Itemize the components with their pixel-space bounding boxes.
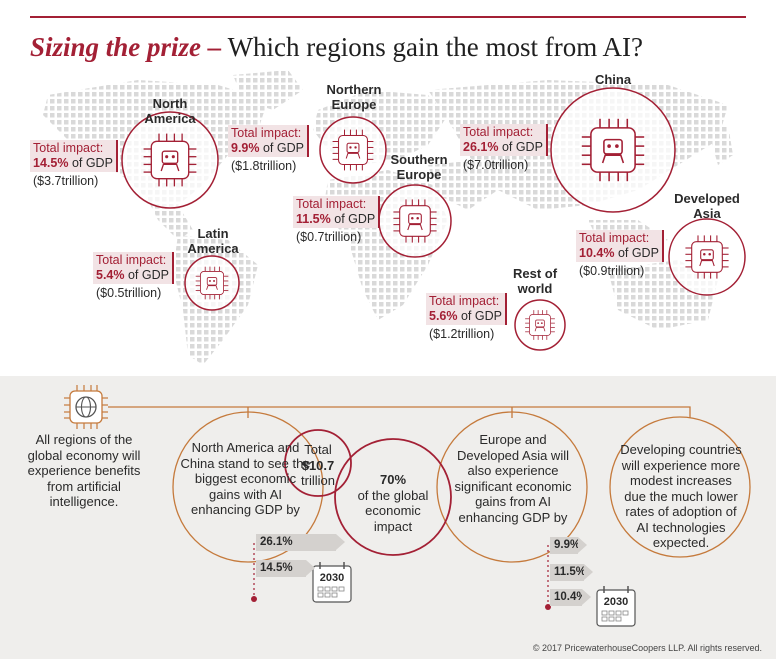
europe-asia-text: Europe and Developed Asia will also expe… bbox=[454, 432, 572, 525]
total-impact: Total $10.7 trillion bbox=[288, 442, 348, 489]
bar-europe-asia-2: 11.5% bbox=[550, 564, 593, 581]
region-name-china: China bbox=[594, 72, 632, 87]
year-label-right: 2030 bbox=[603, 596, 629, 608]
share-impact: 70% of the global economic impact bbox=[351, 472, 435, 534]
developing-text: Developing countries will experience mor… bbox=[620, 442, 742, 550]
region-name-northern-europe: Northern Europe bbox=[326, 82, 382, 112]
bar-europe-asia-1: 9.9% bbox=[550, 537, 587, 554]
title-rest: Which regions gain the most from AI? bbox=[227, 32, 643, 62]
impact-developed-asia: Total impact: 10.4% of GDP ($0.9trillion) bbox=[576, 230, 664, 279]
share-pct: 70% bbox=[379, 472, 407, 487]
region-name-latin-america: Latin America bbox=[187, 226, 239, 256]
share-text: of the global economic impact bbox=[357, 487, 429, 534]
impact-southern-europe: Total impact: 11.5% of GDP ($0.7trillion) bbox=[293, 196, 381, 245]
top-rule bbox=[30, 16, 746, 18]
bar-na-china-2: 14.5% bbox=[256, 560, 315, 577]
impact-north-america: Total impact: 14.5% of GDP ($3.7trillion) bbox=[30, 140, 118, 189]
region-name-developed-asia: Developed Asia bbox=[674, 191, 740, 221]
region-name-rest-of-world: Rest of world bbox=[512, 266, 558, 296]
total-label: Total bbox=[304, 442, 332, 457]
impact-china: Total impact: 26.1% of GDP ($7.0trillion) bbox=[460, 124, 548, 173]
region-name-southern-europe: Southern Europe bbox=[390, 152, 448, 182]
title-accent: Sizing the prize – bbox=[30, 32, 222, 62]
impact-northern-europe: Total impact: 9.9% of GDP ($1.8trillion) bbox=[228, 125, 309, 174]
all-regions-text: All regions of the global economy will e… bbox=[27, 432, 141, 509]
bar-europe-asia-3: 10.4% bbox=[550, 589, 591, 606]
region-name-north-america: North America bbox=[144, 96, 196, 126]
page-title: Sizing the prize – Which regions gain th… bbox=[30, 32, 643, 63]
bar-na-china-1: 26.1% bbox=[256, 534, 345, 551]
total-unit: trillion bbox=[301, 473, 335, 488]
impact-rest-of-world: Total impact: 5.6% of GDP ($1.2trillion) bbox=[426, 293, 507, 342]
year-label-left: 2030 bbox=[319, 572, 345, 584]
impact-latin-america: Total impact: 5.4% of GDP ($0.5trillion) bbox=[93, 252, 174, 301]
copyright: © 2017 PricewaterhouseCoopers LLP. All r… bbox=[532, 643, 762, 653]
na-china-text: North America and China stand to see the… bbox=[180, 440, 311, 517]
total-value: $10.7 bbox=[301, 457, 335, 473]
